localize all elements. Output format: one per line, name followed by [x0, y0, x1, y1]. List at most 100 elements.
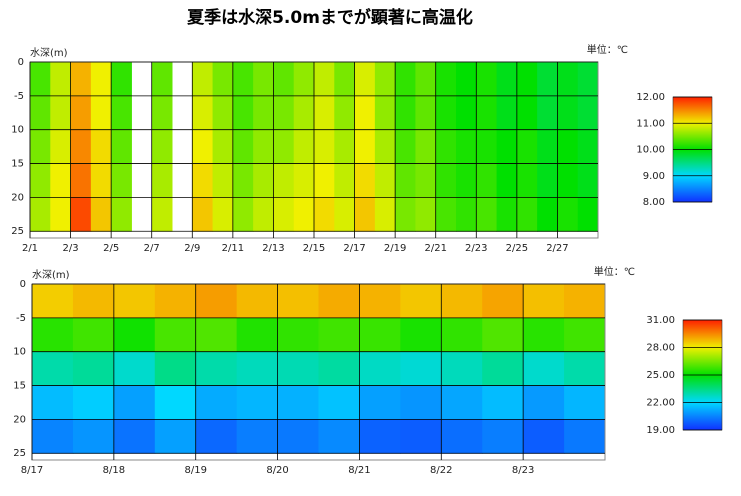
- heat-cell: [50, 163, 72, 198]
- heat-cell: [496, 62, 518, 97]
- heat-cell: [557, 95, 579, 131]
- heat-cell: [523, 419, 565, 454]
- heat-cell: [192, 163, 214, 198]
- heat-cell: [334, 163, 356, 198]
- heat-cell: [154, 351, 197, 387]
- heat-cell: [400, 351, 442, 387]
- heat-cell: [70, 163, 92, 198]
- heat-cell: [516, 95, 538, 131]
- heat-cell: [435, 163, 457, 198]
- x-tick-label: 8/17: [21, 465, 43, 476]
- heat-cell: [359, 419, 401, 454]
- heat-cell: [359, 351, 401, 387]
- heat-cell: [72, 385, 115, 420]
- heat-cell: [314, 95, 335, 131]
- heat-cell: [154, 317, 197, 353]
- x-tick-label: 2/11: [222, 243, 244, 254]
- heat-cell: [400, 317, 442, 353]
- colorbar-tick-label: 8.00: [643, 197, 665, 208]
- heat-cell: [354, 163, 376, 198]
- heat-cell: [273, 197, 295, 232]
- x-tick-label: 2/9: [184, 243, 200, 254]
- heat-cell: [318, 317, 360, 353]
- x-tick-label: 2/5: [103, 243, 119, 254]
- heat-cell: [359, 284, 401, 319]
- heat-cell: [537, 163, 558, 198]
- y-tick-label: -5: [14, 91, 24, 102]
- heat-cell: [496, 197, 518, 232]
- heat-cell: [293, 129, 315, 165]
- heat-cell: [516, 129, 538, 165]
- heat-cell: [435, 62, 457, 97]
- y-tick-label: 25: [13, 448, 26, 459]
- heat-cell: [537, 95, 558, 131]
- heat-cell: [232, 62, 254, 97]
- x-tick-label: 2/25: [506, 243, 528, 254]
- y-tick-label: 15: [13, 381, 26, 392]
- heat-cell: [318, 284, 360, 319]
- heat-cell: [195, 385, 238, 420]
- y-axis-label: 水深(m): [30, 47, 68, 59]
- heat-cell: [151, 129, 173, 165]
- heat-cell: [456, 62, 477, 97]
- heat-cell: [32, 385, 74, 420]
- heat-cell: [195, 284, 238, 319]
- heat-cell: [496, 95, 518, 131]
- heat-cell: [293, 95, 315, 131]
- heat-cell: [151, 197, 173, 232]
- y-axis-label: 水深(m): [32, 269, 70, 281]
- heat-cell: [212, 197, 234, 232]
- heat-cell: [374, 62, 396, 97]
- heat-cell: [395, 129, 416, 165]
- x-tick-label: 2/27: [546, 243, 568, 254]
- heat-cell: [111, 95, 132, 131]
- heat-cell: [456, 95, 477, 131]
- y-tick-label: 10: [11, 125, 24, 136]
- heat-cell: [253, 163, 274, 198]
- heat-cell: [374, 129, 396, 165]
- heat-cell: [354, 62, 376, 97]
- heat-cell: [314, 197, 335, 232]
- heat-cell: [70, 95, 92, 131]
- heat-cell: [232, 95, 254, 131]
- heat-cell: [212, 62, 234, 97]
- heat-cell: [293, 62, 315, 97]
- heat-cell: [359, 385, 401, 420]
- heat-cell: [334, 95, 356, 131]
- heat-cell: [72, 284, 115, 319]
- heat-cell: [564, 351, 606, 387]
- heat-cell: [577, 163, 599, 198]
- heat-cell: [577, 95, 599, 131]
- heat-cell: [354, 197, 376, 232]
- x-tick-label: 2/15: [303, 243, 325, 254]
- heat-cell: [192, 197, 214, 232]
- y-tick-label: 20: [11, 192, 24, 203]
- heat-cell: [557, 62, 579, 97]
- heat-cell: [32, 419, 74, 454]
- heat-cell: [277, 385, 319, 420]
- heat-cell: [516, 197, 538, 232]
- heat-cell: [90, 197, 112, 232]
- heat-cell: [236, 317, 279, 353]
- heat-cell: [273, 129, 295, 165]
- heat-cell: [277, 284, 319, 319]
- heat-cell: [192, 62, 214, 97]
- heat-cell: [236, 419, 279, 454]
- heat-cell: [374, 163, 396, 198]
- heat-cell: [30, 62, 51, 97]
- heat-cell: [354, 129, 376, 165]
- heat-cell: [70, 197, 92, 232]
- heat-cell: [195, 351, 238, 387]
- heat-cell: [314, 62, 335, 97]
- x-tick-label: 8/23: [512, 465, 534, 476]
- y-tick-label: 0: [18, 57, 24, 68]
- heat-cell: [557, 197, 579, 232]
- heat-cell: [111, 163, 132, 198]
- heat-cell: [523, 385, 565, 420]
- heat-cell: [273, 163, 295, 198]
- colorbar-tick-label: 31.00: [646, 315, 675, 326]
- heat-cell: [236, 284, 279, 319]
- heat-cell: [232, 197, 254, 232]
- heat-cell: [577, 197, 599, 232]
- x-tick-label: 8/22: [430, 465, 452, 476]
